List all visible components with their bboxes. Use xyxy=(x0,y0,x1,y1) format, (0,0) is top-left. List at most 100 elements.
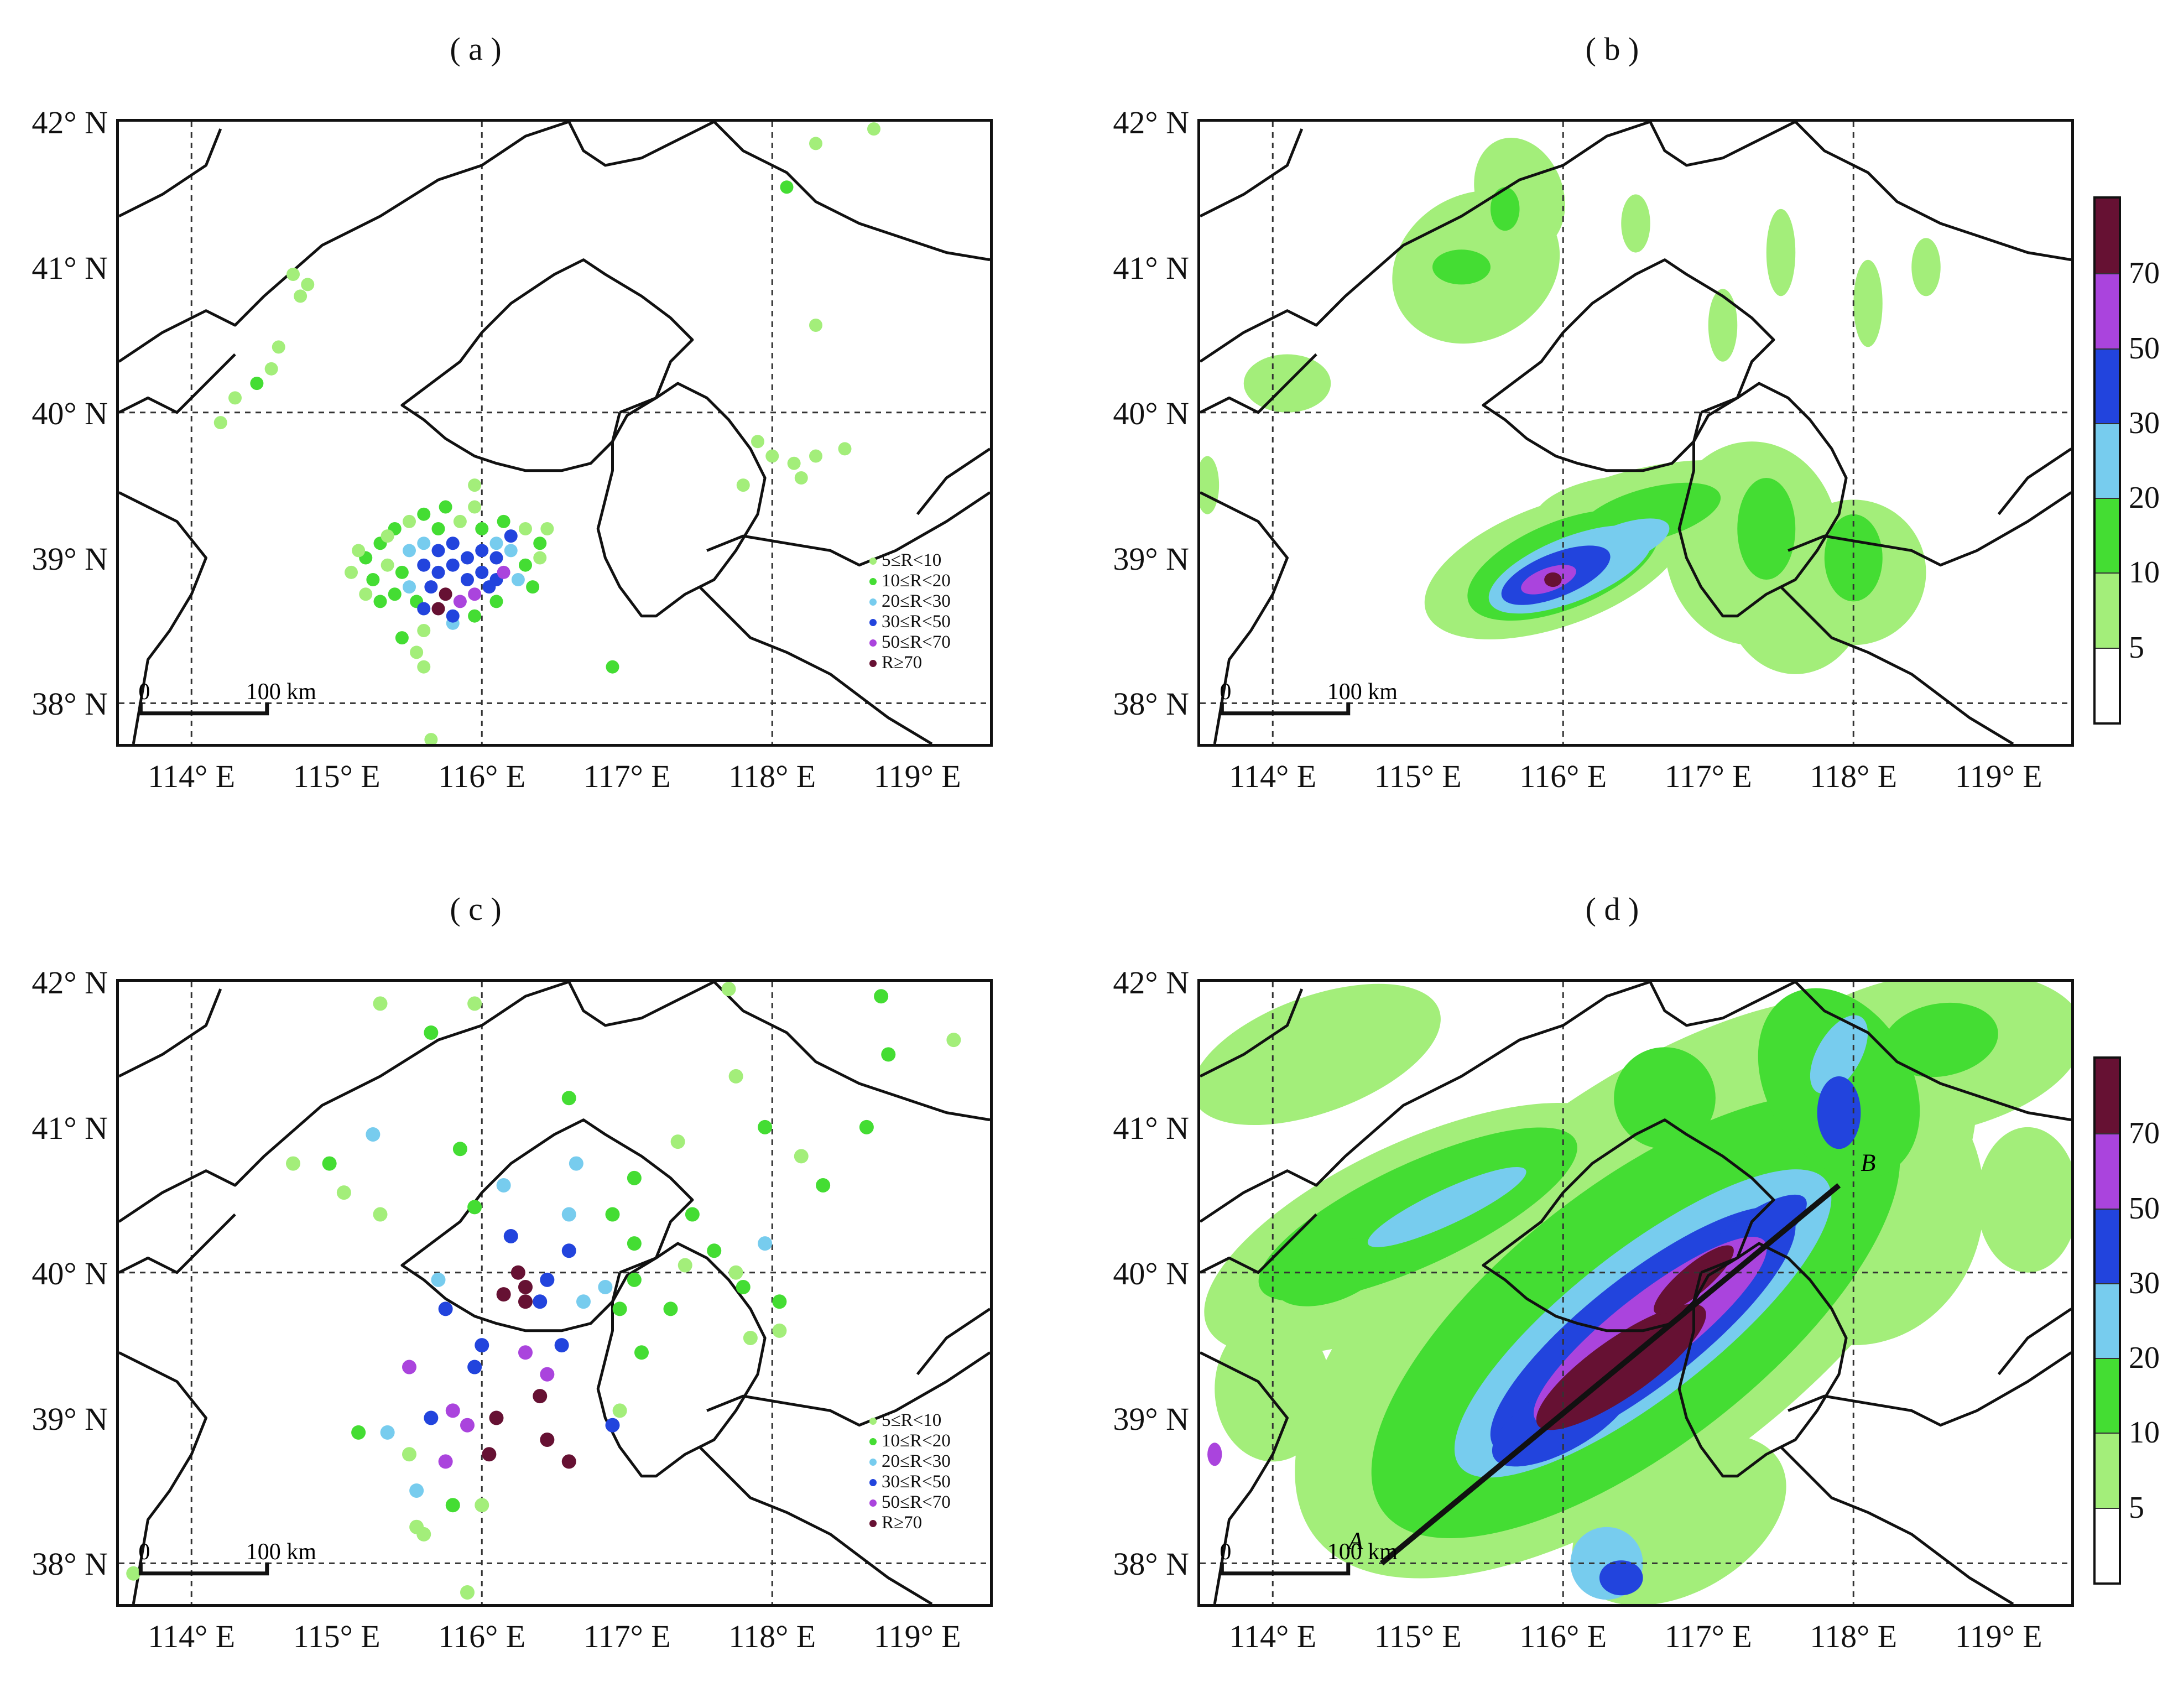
station-marker xyxy=(417,507,431,521)
field-contour xyxy=(1883,1002,1998,1077)
station-marker xyxy=(751,435,764,449)
legend-label: 20≤R<30 xyxy=(882,591,951,611)
station-marker xyxy=(838,442,852,456)
longitude-label: 115° E xyxy=(1374,1618,1462,1654)
map-frame: 0 100 km xyxy=(116,119,993,747)
legend-dot xyxy=(869,1459,877,1466)
field-contour xyxy=(1491,187,1520,231)
longitude-label: 114° E xyxy=(1229,758,1317,794)
station-marker xyxy=(431,1272,446,1287)
station-marker xyxy=(438,1301,453,1316)
station-marker xyxy=(612,1403,627,1418)
station-marker xyxy=(809,137,822,150)
station-marker xyxy=(424,1025,439,1040)
colorbar xyxy=(2093,1056,2121,1585)
colorbar-segment xyxy=(2096,1433,2119,1508)
colorbar-segment xyxy=(2096,348,2119,423)
station-marker xyxy=(540,522,554,535)
boundary-line xyxy=(1788,1351,2071,1427)
colorbar-tick-label: 70 xyxy=(2129,1116,2160,1151)
legend-dot xyxy=(869,1520,877,1527)
boundary-line xyxy=(713,982,990,1122)
legend-label: 30≤R<50 xyxy=(882,1472,951,1492)
legend-dot xyxy=(869,619,877,626)
station-marker xyxy=(540,1272,555,1287)
station-marker xyxy=(533,1294,548,1309)
station-marker xyxy=(286,267,300,281)
colorbar-segment xyxy=(2096,647,2119,722)
station-marker xyxy=(627,1236,642,1251)
station-marker xyxy=(438,1454,453,1469)
station-marker xyxy=(605,1418,620,1433)
station-marker xyxy=(431,602,445,616)
field-contour xyxy=(1367,1167,1526,1247)
station-marker xyxy=(359,587,373,601)
scale-bar xyxy=(1220,1562,1351,1576)
panel-title: ( c ) xyxy=(450,891,502,927)
station-marker xyxy=(540,1367,555,1382)
latitude-label: 39° N xyxy=(32,1400,108,1437)
boundary-line xyxy=(119,491,207,744)
station-marker xyxy=(519,558,532,572)
station-marker xyxy=(612,1301,627,1316)
legend-entry: R≥70 xyxy=(868,1513,951,1533)
station-marker xyxy=(554,1338,569,1353)
map-frame: A B 0 100 km xyxy=(1197,979,2074,1607)
boundary-line xyxy=(706,491,990,567)
colorbar-tick-label: 10 xyxy=(2129,1415,2160,1450)
station-marker xyxy=(503,1228,518,1243)
station-marker xyxy=(468,478,482,492)
legend-dot xyxy=(869,578,877,585)
station-marker xyxy=(409,1519,424,1534)
longitude-label: 117° E xyxy=(1664,758,1752,794)
station-marker xyxy=(460,1585,475,1600)
station-marker xyxy=(496,1178,511,1193)
station-marker xyxy=(489,1410,504,1425)
section-end-label: B xyxy=(1861,1149,1875,1176)
station-marker xyxy=(728,1069,743,1084)
scale-bar-end: 100 km xyxy=(1327,679,1398,705)
station-marker xyxy=(460,1418,475,1433)
longitude-label: 116° E xyxy=(1519,758,1607,794)
legend-entry: 20≤R<30 xyxy=(868,1451,951,1472)
station-marker xyxy=(468,587,482,601)
colorbar-segment xyxy=(2096,1133,2119,1209)
station-marker xyxy=(410,645,424,659)
legend-entry: 30≤R<50 xyxy=(868,1472,951,1492)
longitude-label: 117° E xyxy=(583,758,671,794)
station-marker xyxy=(670,1134,685,1149)
colorbar-segment xyxy=(2096,572,2119,648)
legend-dot xyxy=(869,1418,877,1425)
station-marker xyxy=(373,595,387,608)
boundary-line xyxy=(1200,353,1317,414)
longitude-label: 116° E xyxy=(438,758,526,794)
scale-bar-end: 100 km xyxy=(1327,1539,1398,1565)
station-marker xyxy=(388,587,402,601)
legend-label: 50≤R<70 xyxy=(882,632,951,652)
legend-label: 10≤R<20 xyxy=(882,1431,951,1451)
station-marker xyxy=(431,544,445,558)
boundary-line xyxy=(1200,982,1651,1223)
station-marker xyxy=(351,1425,366,1440)
station-marker xyxy=(496,1287,511,1302)
colorbar-segment xyxy=(2096,1208,2119,1283)
station-marker xyxy=(403,580,416,594)
station-marker xyxy=(634,1345,649,1360)
station-marker xyxy=(461,572,474,586)
boundary-line xyxy=(1649,122,1796,167)
station-marker xyxy=(403,514,416,528)
scale-bar-end: 100 km xyxy=(246,679,317,705)
longitude-label: 114° E xyxy=(148,1618,236,1654)
legend-entry: 20≤R<30 xyxy=(868,591,951,612)
station-marker xyxy=(561,1207,576,1222)
legend-label: 20≤R<30 xyxy=(882,1451,951,1471)
boundary-line xyxy=(713,122,990,262)
boundary-line xyxy=(1200,1213,1317,1274)
station-marker xyxy=(381,529,394,543)
colorbar-segment xyxy=(2096,1059,2119,1134)
station-marker xyxy=(489,551,503,565)
boundary-line xyxy=(119,1351,207,1604)
station-marker xyxy=(874,989,889,1004)
station-marker xyxy=(867,122,880,136)
legend-dot xyxy=(869,1438,877,1445)
